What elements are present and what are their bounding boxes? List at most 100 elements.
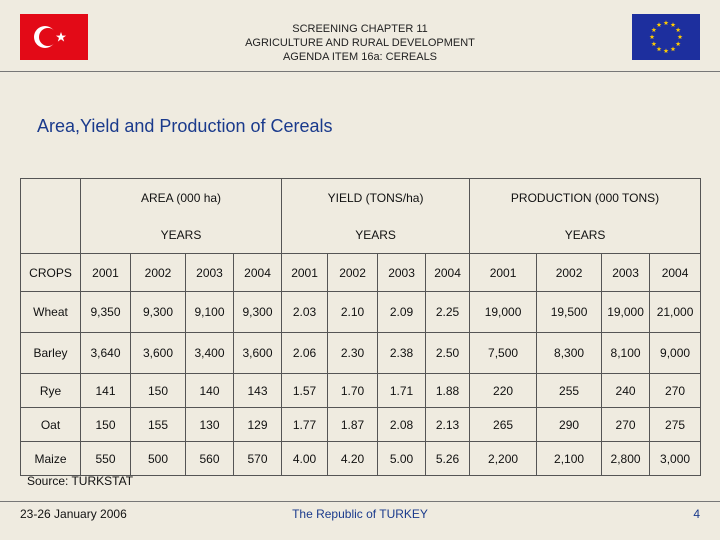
table-cell: 2,200 bbox=[469, 441, 538, 476]
table-cell: 560 bbox=[185, 441, 234, 476]
years-label-area: YEARS bbox=[79, 216, 282, 254]
corner-cell bbox=[20, 178, 81, 216]
group-header-production: PRODUCTION (000 TONS) bbox=[469, 178, 702, 216]
group-header-area: AREA (000 ha) bbox=[79, 178, 282, 216]
table-cell: 3,000 bbox=[649, 441, 702, 476]
table-cell: 3,400 bbox=[185, 332, 234, 374]
table-cell: 2,100 bbox=[536, 441, 603, 476]
years-label-production: YEARS bbox=[469, 216, 702, 254]
crop-name: Maize bbox=[20, 441, 81, 476]
table-cell: 9,100 bbox=[185, 291, 234, 333]
years-header-row: YEARS YEARS YEARS bbox=[20, 216, 702, 254]
header-divider bbox=[0, 71, 720, 72]
group-header-row: AREA (000 ha) YIELD (TONS/ha) PRODUCTION… bbox=[20, 178, 702, 216]
table-cell: 275 bbox=[649, 407, 702, 442]
header-line-2: AGRICULTURE AND RURAL DEVELOPMENT bbox=[245, 37, 475, 49]
table-cell: 150 bbox=[80, 407, 131, 442]
source-note: Source: TURKSTAT bbox=[27, 474, 134, 488]
year-cell: 2002 bbox=[327, 253, 379, 292]
crop-name: Wheat bbox=[20, 291, 81, 333]
table-cell: 2.25 bbox=[425, 291, 471, 333]
corner-cell bbox=[20, 216, 81, 254]
table-cell: 5.26 bbox=[425, 441, 471, 476]
table-cell: 265 bbox=[469, 407, 538, 442]
page-title: Area,Yield and Production of Cereals bbox=[37, 116, 333, 136]
eu-star-icon bbox=[656, 22, 662, 27]
table-cell: 290 bbox=[536, 407, 603, 442]
table-cell: 19,000 bbox=[469, 291, 538, 333]
table-cell: 9,350 bbox=[80, 291, 131, 333]
crop-name: Rye bbox=[20, 373, 81, 408]
table-cell: 270 bbox=[649, 373, 702, 408]
table-row: Barley 3,640 3,600 3,400 3,600 2.06 2.30… bbox=[20, 332, 702, 374]
table-cell: 2.10 bbox=[327, 291, 379, 333]
table-cell: 1.71 bbox=[377, 373, 427, 408]
table-cell: 2.09 bbox=[377, 291, 427, 333]
table-cell: 9,300 bbox=[130, 291, 186, 333]
header-line-1: SCREENING CHAPTER 11 bbox=[292, 23, 428, 35]
table-cell: 5.00 bbox=[377, 441, 427, 476]
table-cell: 2.08 bbox=[377, 407, 427, 442]
table-cell: 255 bbox=[536, 373, 603, 408]
table-cell: 2.38 bbox=[377, 332, 427, 374]
eu-star-icon bbox=[663, 20, 669, 26]
footer-divider bbox=[0, 501, 720, 502]
table-cell: 8,300 bbox=[536, 332, 603, 374]
crop-name: Barley bbox=[20, 332, 81, 374]
table-cell: 19,500 bbox=[536, 291, 603, 333]
eu-star-icon bbox=[670, 46, 676, 52]
table-cell: 550 bbox=[80, 441, 131, 476]
table-cell: 1.88 bbox=[425, 373, 471, 408]
table-cell: 2.30 bbox=[327, 332, 379, 374]
table-cell: 3,600 bbox=[130, 332, 186, 374]
table-cell: 4.20 bbox=[327, 441, 379, 476]
table-cell: 150 bbox=[130, 373, 186, 408]
table-cell: 130 bbox=[185, 407, 234, 442]
eu-star-icon bbox=[651, 41, 657, 47]
table-cell: 3,640 bbox=[80, 332, 131, 374]
table-cell: 9,300 bbox=[232, 291, 283, 333]
table-cell: 8,100 bbox=[601, 332, 651, 374]
table-cell: 500 bbox=[130, 441, 186, 476]
table-row: Oat 150 155 130 129 1.77 1.87 2.08 2.13 … bbox=[20, 407, 702, 442]
year-cell: 2003 bbox=[601, 253, 651, 292]
cereals-table: AREA (000 ha) YIELD (TONS/ha) PRODUCTION… bbox=[20, 178, 702, 476]
table-cell: 2.06 bbox=[281, 332, 329, 374]
year-cell: 2001 bbox=[80, 253, 131, 292]
eu-flag bbox=[632, 14, 700, 60]
table-cell: 1.57 bbox=[281, 373, 329, 408]
table-cell: 240 bbox=[601, 373, 651, 408]
crop-name: Oat bbox=[20, 407, 81, 442]
year-cell: 2002 bbox=[130, 253, 186, 292]
table-cell: 4.00 bbox=[281, 441, 329, 476]
table-cell: 155 bbox=[130, 407, 186, 442]
table-cell: 2.50 bbox=[425, 332, 471, 374]
table-cell: 21,000 bbox=[649, 291, 702, 333]
year-cell: 2003 bbox=[377, 253, 427, 292]
table-row: Maize 550 500 560 570 4.00 4.20 5.00 5.2… bbox=[20, 441, 702, 476]
table-cell: 1.87 bbox=[327, 407, 379, 442]
page-number: 4 bbox=[693, 507, 700, 521]
year-cell: 2002 bbox=[536, 253, 603, 292]
eu-star-icon bbox=[670, 22, 676, 27]
years-label-yield: YEARS bbox=[281, 216, 470, 254]
turkey-flag bbox=[20, 14, 88, 60]
table-cell: 9,000 bbox=[649, 332, 702, 374]
eu-star-icon bbox=[663, 48, 669, 54]
table-row: Rye 141 150 140 143 1.57 1.70 1.71 1.88 … bbox=[20, 373, 702, 408]
table-cell: 2.03 bbox=[281, 291, 329, 333]
year-cell: 2004 bbox=[425, 253, 471, 292]
year-cell: 2001 bbox=[281, 253, 329, 292]
header-title: SCREENING CHAPTER 11 AGRICULTURE AND RUR… bbox=[160, 22, 560, 64]
footer-country: The Republic of TURKEY bbox=[292, 507, 428, 521]
table-cell: 2,800 bbox=[601, 441, 651, 476]
eu-star-icon bbox=[656, 46, 662, 52]
eu-star-icon bbox=[651, 27, 657, 33]
year-cell: 2001 bbox=[469, 253, 538, 292]
table-cell: 1.70 bbox=[327, 373, 379, 408]
year-cell: 2004 bbox=[649, 253, 702, 292]
eu-star-icon bbox=[677, 34, 683, 40]
crops-header: CROPS bbox=[20, 253, 81, 292]
crescent-star-icon bbox=[34, 26, 67, 48]
eu-stars-icon bbox=[649, 20, 683, 54]
